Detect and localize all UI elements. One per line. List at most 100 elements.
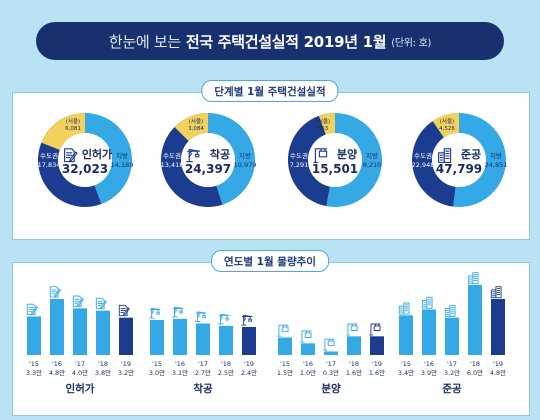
donut-total: 32,023	[62, 162, 108, 176]
bar	[50, 299, 64, 355]
donut-slice-local	[85, 113, 132, 205]
bar	[491, 299, 505, 355]
bar	[119, 317, 133, 355]
donut-name: 분양	[337, 147, 357, 161]
bar-group-label: 분양	[321, 382, 341, 395]
bar-value-label: 2.7만	[195, 368, 211, 377]
section-title-stage: 단계별 1월 주택건설실적	[201, 80, 339, 102]
bar	[301, 343, 315, 355]
bar-apartment-icon	[467, 272, 479, 285]
bar	[468, 285, 482, 355]
bar-year-label: '15	[280, 360, 290, 368]
donut-value-local: 8,210	[363, 161, 382, 169]
donut-name: 인허가	[82, 147, 112, 161]
bar-year-label: '17	[75, 360, 85, 368]
bar-value-label: 2.5만	[218, 368, 234, 377]
bar	[422, 309, 436, 355]
donut-label-capital: 수도권	[290, 152, 308, 160]
bar-sale-sign-icon	[300, 330, 312, 343]
bar	[173, 318, 187, 355]
donut-apartment-icon	[438, 148, 452, 163]
donut-document-pen-icon	[64, 148, 78, 163]
bar-document-pen-icon	[118, 304, 130, 317]
donut-value-seoul: 6,081	[65, 126, 81, 132]
donut-total: 47,799	[436, 162, 482, 176]
bar-group-label: 인허가	[66, 382, 95, 395]
donut-value-local: 14,189	[111, 161, 134, 169]
bar-sale-sign-icon	[369, 323, 381, 336]
donut-label-seoul: (서울)	[316, 117, 330, 125]
bar-year-label: '15	[29, 360, 39, 368]
bar-value-label: 1.6만	[346, 368, 362, 377]
bar-crane-icon	[172, 306, 184, 318]
bar-apartment-icon	[421, 296, 433, 309]
donut-hole	[308, 133, 362, 187]
donut-slice-seoul	[174, 113, 208, 142]
donut-slice-local	[208, 113, 255, 205]
bar-value-label: 3.1만	[172, 368, 188, 377]
bar-crane-icon	[195, 311, 207, 323]
bar	[399, 315, 413, 355]
donut-slice-local	[326, 113, 382, 207]
donut-slice-capital	[288, 113, 335, 207]
donut-label-local: 지방	[116, 151, 128, 160]
bar	[370, 336, 384, 355]
section-title-trend: 연도별 1월 물량추이	[211, 250, 329, 272]
donut-slice-capital	[160, 113, 223, 207]
bar	[27, 316, 41, 355]
bar-group-label: 준공	[442, 383, 462, 395]
bar-value-label: 3.9만	[421, 368, 437, 377]
donut-hole	[432, 133, 486, 187]
donut-sale-sign-icon	[313, 148, 328, 163]
bar-value-label: 3.0만	[149, 368, 165, 377]
donut-value-capital: 13,418	[161, 161, 184, 169]
bar-value-label: 0.3만	[323, 368, 339, 377]
donut-label-capital: 수도권	[414, 152, 432, 160]
bar-sale-sign-icon	[346, 323, 358, 336]
donut-hole	[58, 133, 112, 187]
bar	[73, 308, 87, 355]
donut-name: 착공	[210, 147, 230, 161]
donut-total: 15,501	[312, 162, 358, 176]
bar-year-label: '16	[175, 360, 185, 368]
donut-slice-local	[453, 113, 506, 207]
donut-label-capital: 수도권	[163, 152, 181, 160]
bar-year-label: '19	[121, 360, 131, 368]
bar-apartment-icon	[444, 304, 456, 317]
bar-year-label: '18	[470, 360, 480, 368]
bar-apartment-icon	[490, 286, 502, 299]
bar	[347, 336, 361, 355]
donut-label-capital: 수도권	[40, 152, 58, 160]
bar	[324, 351, 338, 355]
donut-slice-capital	[411, 113, 459, 207]
donut-slice-seoul	[432, 113, 459, 138]
donut-value-local: 10,979	[234, 161, 257, 169]
bar-document-pen-icon	[72, 295, 84, 307]
bar-value-label: 4.8만	[490, 368, 506, 377]
bar-value-label: 4.0만	[72, 368, 88, 377]
bar	[219, 325, 233, 355]
bar-value-label: 3.2만	[444, 368, 460, 377]
bar	[150, 320, 164, 355]
donut-value-capital: 7,291	[290, 161, 309, 169]
bar-year-label: '16	[52, 360, 62, 368]
bar-sale-sign-icon	[323, 338, 335, 351]
bar-value-label: 1.5만	[277, 368, 293, 377]
title-unit: (단위: 호)	[391, 37, 432, 49]
donut-label-local: 지방	[490, 151, 502, 160]
bar-year-label: '16	[303, 360, 313, 368]
donut-slice-seoul	[41, 113, 85, 151]
donut-value-seoul: 3,084	[188, 126, 204, 132]
bar-document-pen-icon	[49, 286, 61, 298]
bar-value-label: 1.6만	[369, 368, 385, 377]
donut-label-local: 지방	[239, 151, 251, 160]
bar-year-label: '19	[372, 360, 382, 368]
title-light: 한눈에 보는	[108, 32, 181, 51]
donut-crane-icon	[186, 149, 201, 163]
donut-value-seoul: 863	[318, 126, 329, 132]
bar-crane-icon	[241, 314, 253, 326]
bar-year-label: '18	[349, 360, 359, 368]
bar-year-label: '16	[424, 360, 434, 368]
bar	[278, 337, 292, 355]
